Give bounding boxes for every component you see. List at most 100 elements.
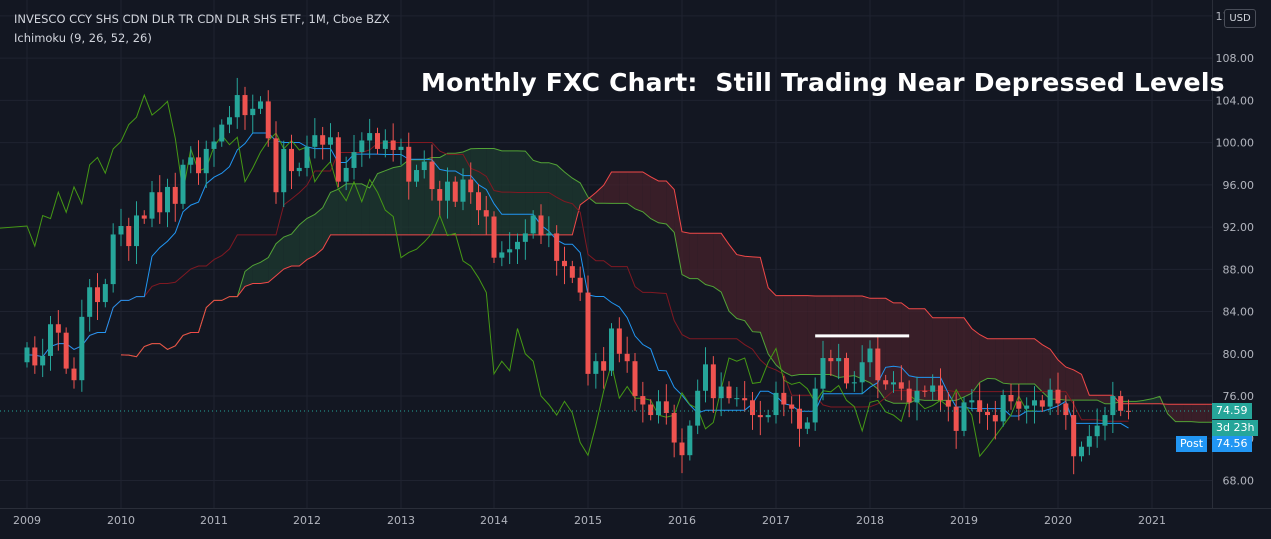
candle (1110, 381, 1116, 434)
candle (969, 389, 975, 411)
horizontal-grid (0, 15, 1212, 482)
cloud-segment (1136, 400, 1145, 404)
cloud-segment (322, 192, 331, 249)
candle (118, 208, 124, 247)
cloud-segment (1191, 404, 1199, 423)
candle (1008, 383, 1014, 410)
candle-body (961, 402, 967, 431)
cloud-segment (1128, 401, 1137, 404)
instrument-title: INVESCO CCY SHS CDN DLR TR CDN DLR SHS E… (14, 12, 390, 26)
cloud-segment (807, 295, 816, 375)
candle-body (718, 386, 724, 399)
candle (1063, 395, 1069, 430)
candle (429, 144, 435, 201)
candle (296, 162, 302, 177)
candle-body (945, 400, 951, 407)
candle (164, 178, 171, 228)
currency-button[interactable]: USD (1224, 9, 1256, 28)
candle (87, 279, 93, 332)
time-axis[interactable]: 2009 2010 2011 2012 2013 2014 2015 2016 2017 2018… (0, 508, 1271, 539)
candlesticks (24, 77, 1132, 475)
candle (930, 374, 936, 401)
candle-body (702, 364, 709, 391)
candle-body (632, 361, 638, 397)
candle (538, 204, 544, 244)
candle-body (530, 215, 536, 234)
candle (195, 140, 202, 185)
cloud-segment (1183, 404, 1192, 422)
candle (851, 371, 857, 392)
candle-body (499, 252, 505, 258)
candle-body (710, 364, 716, 399)
candle-body (226, 117, 233, 125)
time-tick-label: 2009 (13, 514, 41, 527)
cloud-segment (564, 171, 573, 235)
candle-body (1078, 446, 1085, 457)
candle (514, 233, 521, 265)
candle (1016, 384, 1022, 421)
cloud-segment (588, 192, 596, 204)
candle-body (110, 234, 116, 285)
candle-body (421, 161, 427, 171)
candle-body (969, 400, 975, 403)
candle (663, 384, 669, 425)
candle (351, 134, 357, 180)
cloud-segment (501, 150, 510, 235)
candle-body (55, 324, 61, 333)
cloud-segment (291, 224, 300, 267)
cloud-segment (548, 162, 557, 235)
cloud-segment (252, 262, 261, 284)
cloud-segment (752, 256, 761, 333)
candle (211, 127, 217, 167)
cloud-segment (744, 256, 753, 332)
cloud-segment (314, 207, 323, 256)
cloud-segment (1073, 369, 1082, 401)
post-market-price-tag: 74.56 (1212, 436, 1252, 453)
cloud-segment (674, 189, 682, 275)
candle-body (250, 108, 256, 116)
candle (585, 275, 591, 386)
candle-body (883, 380, 889, 385)
cloud-segment (1089, 395, 1098, 401)
candle (734, 386, 740, 407)
price-tick-label: 100.00 (1216, 137, 1255, 150)
candle (1094, 408, 1100, 448)
candle (687, 420, 693, 461)
price-tick-label: 92.00 (1223, 221, 1255, 234)
cloud-segment (979, 334, 988, 383)
cloud-segment (245, 265, 253, 287)
candle-body (514, 241, 521, 250)
candle-body (71, 368, 77, 381)
candle-body (444, 181, 451, 201)
chart-annotation-title: Monthly FXC Chart: Still Trading Near De… (421, 68, 1225, 97)
candle (374, 127, 381, 155)
candle (640, 381, 646, 423)
cloud-segment (689, 233, 698, 279)
candle (483, 196, 489, 235)
candle-body (157, 192, 163, 213)
candle (281, 140, 287, 208)
candle (937, 368, 944, 412)
cloud-segment (1011, 338, 1019, 384)
candle-body (585, 292, 591, 374)
candle-body (1118, 396, 1124, 411)
cloud-segment (783, 295, 792, 376)
candle-body (984, 411, 991, 416)
candle-body (437, 189, 443, 201)
candle (468, 162, 474, 204)
cloud-segment (439, 153, 448, 235)
indicator-label[interactable]: Ichimoku (9, 26, 52, 26) (14, 31, 152, 45)
cloud-segment (635, 172, 643, 212)
candle-body (1024, 405, 1030, 409)
cloud-segment (1097, 395, 1105, 404)
price-tick-label: 68.00 (1223, 475, 1255, 488)
time-tick-label: 2021 (1138, 514, 1166, 527)
cloud-segment (885, 298, 894, 404)
candle (63, 327, 69, 374)
candle-body (804, 422, 810, 429)
candle-body (1094, 425, 1100, 437)
candle-body (203, 148, 209, 174)
price-tick-label: 96.00 (1223, 179, 1255, 192)
candle (343, 156, 349, 191)
cloud-segment (603, 172, 612, 204)
